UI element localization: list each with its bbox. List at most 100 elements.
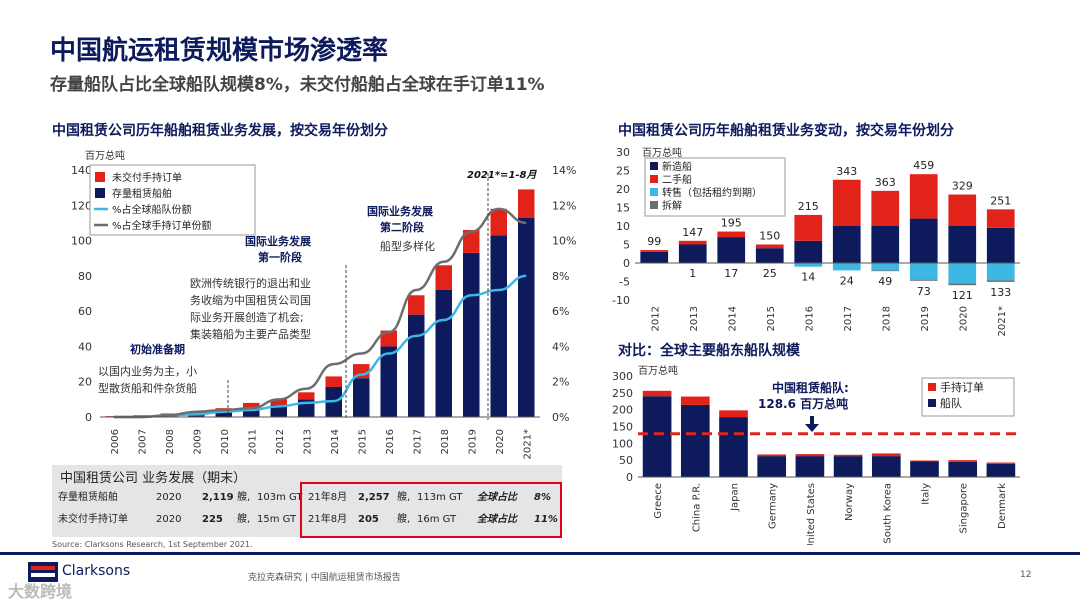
x-tick-label: 2019	[920, 306, 931, 331]
x-tick-label: 2012	[650, 306, 661, 331]
footer-report: 克拉克森研究 | 中国航运租赁市场报告	[248, 573, 401, 583]
top-data-label: 147	[682, 226, 703, 239]
bar-orderbook	[270, 399, 287, 405]
bar-secondhand	[832, 179, 861, 226]
note-2021: 2021*=1-8月	[467, 169, 538, 181]
row-gt: 103m GT	[257, 492, 303, 503]
bar-secondhand	[794, 214, 823, 241]
bar-secondhand	[640, 250, 669, 252]
legend-label: 二手船	[662, 173, 692, 186]
bar-newbuild	[871, 226, 900, 263]
row-count: 2,119	[202, 492, 234, 503]
bar-secondhand	[871, 190, 900, 226]
stage-intl1-desc: 际业务开展创造了机会;	[190, 310, 304, 324]
right-bottom-chart-title: 对比：全球主要船东船队规模	[618, 343, 800, 359]
y2-tick-label: 8%	[552, 270, 569, 283]
bar-orderbook	[986, 462, 1016, 464]
row-share: 8%	[534, 492, 551, 503]
bottom-data-label: 73	[917, 285, 931, 298]
bar-fleet	[871, 456, 901, 477]
legend-label: 转售（包括租约到期）	[662, 186, 762, 199]
bar-orderbook	[463, 229, 480, 253]
x-tick-label: 2009	[192, 429, 203, 454]
bar-demolition	[986, 280, 1015, 282]
bar-orderbook	[518, 189, 535, 218]
x-tick-label: 2016	[385, 429, 396, 454]
bar-fleet	[948, 461, 978, 477]
y2-tick-label: 12%	[552, 199, 576, 212]
row-label: 未交付手持订单	[58, 514, 128, 525]
row-share-label: 全球占比	[477, 492, 517, 503]
x-tick-label: 2020	[495, 429, 506, 454]
stage-intl2-desc: 船型多样化	[380, 239, 435, 253]
bottom-data-label: 24	[840, 274, 854, 287]
bar-resale	[948, 263, 977, 284]
x-tick-label: 2015	[766, 306, 777, 331]
bar-fleet	[986, 463, 1016, 477]
y-tick-label: 0	[85, 411, 92, 424]
bar-existing	[353, 378, 370, 417]
stage-intl1-line2: 第一阶段	[258, 250, 302, 264]
highlight-box	[300, 482, 562, 538]
x-tick-label: 2018	[440, 429, 451, 454]
bar-existing	[435, 289, 452, 417]
bar-fleet	[719, 417, 748, 477]
y-tick-label: 200	[612, 404, 633, 417]
row-gt: 16m GT	[417, 514, 457, 525]
y-tick-label: 150	[612, 421, 633, 434]
legend-swatch	[650, 188, 658, 196]
legend-swatch	[650, 162, 658, 170]
bar-newbuild	[640, 251, 669, 263]
legend-swatch	[928, 383, 936, 391]
row-year: 21年8月	[308, 514, 348, 525]
x-tick-label: Greece	[653, 483, 664, 519]
callout-line1: 中国租赁船队:	[772, 380, 849, 395]
bar-secondhand	[909, 174, 938, 219]
bar-orderbook	[948, 460, 978, 462]
stage-intl1-desc: 务收缩为中国租赁公司国	[190, 293, 311, 307]
bottom-data-label: 1	[689, 267, 696, 280]
bar-orderbook	[298, 392, 315, 400]
row-year: 2020	[156, 492, 182, 503]
bar-newbuild	[755, 248, 784, 263]
x-tick-label: 2018	[881, 306, 892, 331]
page-title: 中国航运租赁规模市场渗透率	[50, 36, 389, 66]
legend-box	[921, 377, 1015, 417]
stage-init-title: 初始准备期	[130, 342, 185, 356]
y-tick-label: 5	[623, 239, 630, 252]
table-row: 未交付手持订单 2020 225 艘, 15m GT 21年8月 205 艘, …	[52, 509, 562, 531]
left-chart-title: 中国租赁公司历年船舶租赁业务发展，按交易年份划分	[52, 123, 388, 139]
row-gt: 15m GT	[257, 514, 297, 525]
y2-tick-label: 6%	[552, 305, 569, 318]
legend-swatch	[650, 201, 658, 209]
bar-orderbook	[642, 390, 672, 397]
y-tick-label: 0	[623, 257, 630, 270]
x-tick-label: Germany	[768, 483, 779, 529]
x-tick-label: 2013	[689, 306, 700, 331]
x-tick-label: 2017	[412, 429, 423, 454]
stage-init-desc: 以国内业务为主，小	[98, 364, 197, 378]
clarksons-logo-icon	[28, 562, 58, 582]
x-tick-label: 2014	[727, 306, 738, 331]
bar-orderbook	[795, 454, 825, 457]
bar-existing	[408, 314, 425, 417]
y-tick-label: 50	[619, 454, 633, 467]
stage-intl1-desc: 欧洲传统银行的退出和业	[190, 276, 311, 290]
x-tick-label: 2019	[467, 429, 478, 454]
top-data-label: 251	[990, 194, 1011, 207]
top-data-label: 150	[759, 230, 780, 243]
bar-orderbook	[833, 454, 863, 457]
source-note: Source: Clarksons Research, 1st Septembe…	[52, 540, 253, 549]
bar-orderbook	[757, 454, 787, 457]
page-number: 12	[1020, 570, 1032, 580]
y2-tick-label: 10%	[552, 235, 576, 248]
bar-secondhand	[948, 194, 977, 226]
bar-newbuild	[909, 218, 938, 263]
page-subtitle: 存量船队占比全球船队规模8%，未交付船舶占全球在手订单11%	[50, 75, 545, 95]
x-tick-label: 2006	[110, 429, 121, 454]
y-tick-label: 140	[71, 164, 92, 177]
line-fleet-share	[113, 274, 527, 419]
line-orderbook-share	[113, 207, 527, 419]
x-tick-label: United States	[806, 483, 817, 545]
bar-existing	[243, 408, 260, 417]
